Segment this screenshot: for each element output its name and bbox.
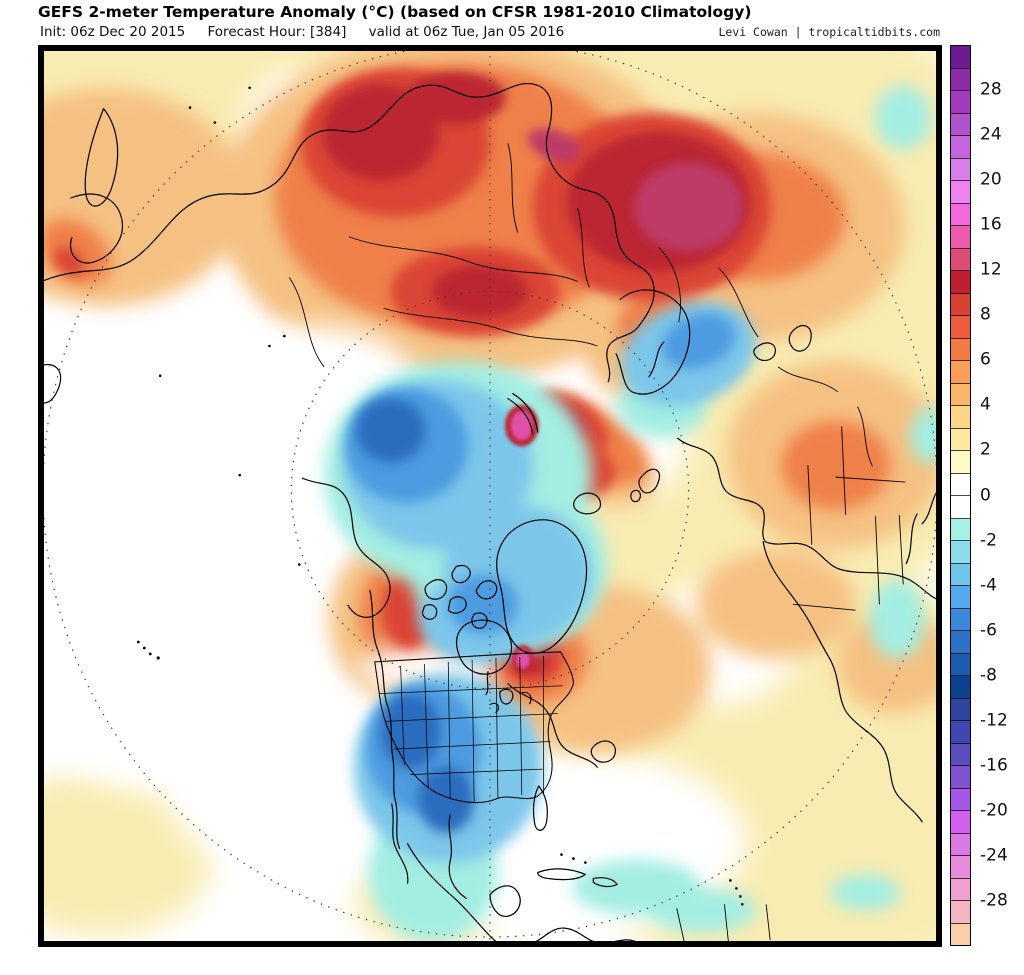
colorbar-scale — [950, 45, 971, 946]
warm-anomaly-crimson-core — [527, 128, 744, 252]
colorbar-cell — [951, 338, 970, 361]
colorbar-cell — [951, 226, 970, 249]
colorbar-tick-label: 8 — [980, 304, 991, 325]
colorbar-cell — [951, 698, 970, 721]
cold-anomaly-core — [355, 398, 475, 833]
colorbar-tick-label: 6 — [980, 349, 991, 370]
colorbar-tick-label: 28 — [980, 79, 1002, 100]
colorbar-cell — [951, 91, 970, 114]
init-time-label: Init: 06z Dec 20 2015 — [40, 24, 186, 40]
colorbar-cell — [951, 856, 970, 879]
colorbar-cell — [951, 316, 970, 339]
colorbar-tick-label: 2 — [980, 440, 991, 461]
colorbar-tick-label: -8 — [980, 665, 997, 686]
us-state-borders — [378, 655, 563, 803]
colorbar-tick-label: -2 — [980, 530, 997, 551]
colorbar-cell — [951, 788, 970, 811]
colorbar-cell — [951, 248, 970, 271]
colorbar-tick-label: -24 — [980, 845, 1008, 866]
run-info: Init: 06z Dec 20 2015 Forecast Hour: [38… — [40, 24, 582, 40]
colorbar-cell — [951, 721, 970, 744]
colorbar-cell — [951, 608, 970, 631]
colorbar-cell — [951, 901, 970, 924]
colorbar-tick-label: 16 — [980, 214, 1002, 235]
coastlines — [41, 83, 939, 944]
colorbar-cell — [951, 293, 970, 316]
colorbar-tick-label: -16 — [980, 755, 1008, 776]
page-title: GEFS 2-meter Temperature Anomaly (°C) (b… — [38, 3, 752, 21]
colorbar-cell — [951, 586, 970, 609]
credit-text: Levi Cowan | tropicaltidbits.com — [718, 25, 940, 39]
colorbar-cell — [951, 878, 970, 901]
colorbar-cell — [951, 428, 970, 451]
colorbar-cell — [951, 46, 970, 69]
colorbar-tick-label: 20 — [980, 169, 1002, 190]
forecast-hour-label: Forecast Hour: [384] — [207, 24, 347, 40]
colorbar-cell — [951, 518, 970, 541]
colorbar-cell — [951, 451, 970, 474]
colorbar-cell — [951, 383, 970, 406]
colorbar-cell — [951, 473, 970, 496]
map-frame — [38, 45, 942, 947]
colorbar-tick-label: 24 — [980, 124, 1002, 145]
colorbar-cell — [951, 833, 970, 856]
colorbar-cell — [951, 653, 970, 676]
colorbar-tick-label: 4 — [980, 394, 991, 415]
colorbar-cell — [951, 203, 970, 226]
colorbar-cell — [951, 361, 970, 384]
colorbar-cell — [951, 563, 970, 586]
colorbar-cell — [951, 136, 970, 159]
colorbar-cell — [951, 181, 970, 204]
colorbar-cell — [951, 496, 970, 519]
colorbar-cell — [951, 676, 970, 699]
colorbar-tick-label: -20 — [980, 800, 1008, 821]
colorbar-tick-label: -28 — [980, 890, 1008, 911]
colorbar-cell — [951, 68, 970, 91]
map-border — [41, 48, 939, 944]
colorbar-cell — [951, 631, 970, 654]
colorbar-tick-label: -4 — [980, 575, 997, 596]
colorbar-tick-label: 12 — [980, 259, 1002, 280]
colorbar-cell — [951, 743, 970, 766]
colorbar-tick-label: -12 — [980, 710, 1008, 731]
colorbar-cell — [951, 406, 970, 429]
colorbar-cell — [951, 541, 970, 564]
small-islands — [136, 86, 744, 906]
country-borders — [288, 143, 906, 944]
colorbar-tick-labels: 28 24 20 16 12 8 6 4 2 0 -2 -4 -6 -8 -12 -16 -20 -24 -28 — [980, 45, 1024, 946]
valid-time-label: valid at 06z Tue, Jan 05 2016 — [368, 24, 565, 40]
colorbar-tick-label: -6 — [980, 620, 997, 641]
colorbar-tick-label: 0 — [980, 485, 991, 506]
colorbar-cell — [951, 766, 970, 789]
colorbar-cell — [951, 113, 970, 136]
anomaly-map — [41, 48, 939, 944]
colorbar-cell — [951, 271, 970, 294]
colorbar-cell — [951, 158, 970, 181]
colorbar-cell — [951, 811, 970, 834]
colorbar-cell — [951, 923, 970, 945]
